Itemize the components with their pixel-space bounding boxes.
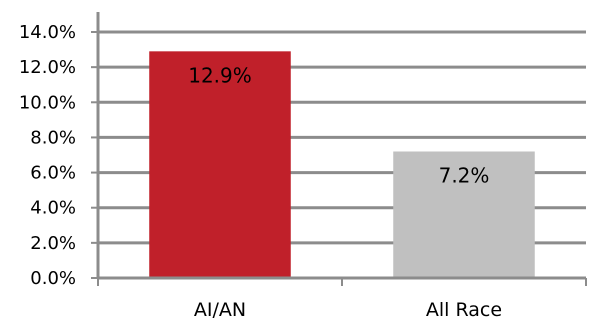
x-tick-label-0: AI/AN bbox=[194, 299, 246, 321]
axes bbox=[96, 12, 587, 286]
data-label-0: 12.9% bbox=[188, 63, 252, 87]
y-tick-label-3: 6.0% bbox=[30, 163, 76, 184]
x-tick-labels: AI/AN All Race bbox=[194, 299, 502, 321]
data-label-1: 7.2% bbox=[439, 163, 490, 187]
y-tick-label-7: 14.0% bbox=[19, 22, 76, 43]
y-tick-label-0: 0.0% bbox=[30, 268, 76, 289]
y-tick-label-6: 12.0% bbox=[19, 57, 76, 78]
data-labels: 12.9% 7.2% bbox=[188, 63, 489, 187]
y-tick-labels: 0.0% 2.0% 4.0% 6.0% 8.0% 10.0% 12.0% 14.0% bbox=[19, 22, 76, 289]
y-tick-label-5: 10.0% bbox=[19, 92, 76, 113]
bar-ai-an bbox=[149, 51, 291, 279]
bars bbox=[149, 51, 535, 279]
y-tick-label-2: 4.0% bbox=[30, 198, 76, 219]
bar-all-race bbox=[393, 151, 535, 278]
x-tick-label-1: All Race bbox=[426, 299, 502, 321]
y-tick-label-1: 2.0% bbox=[30, 233, 76, 254]
y-tick-label-4: 8.0% bbox=[30, 127, 76, 148]
